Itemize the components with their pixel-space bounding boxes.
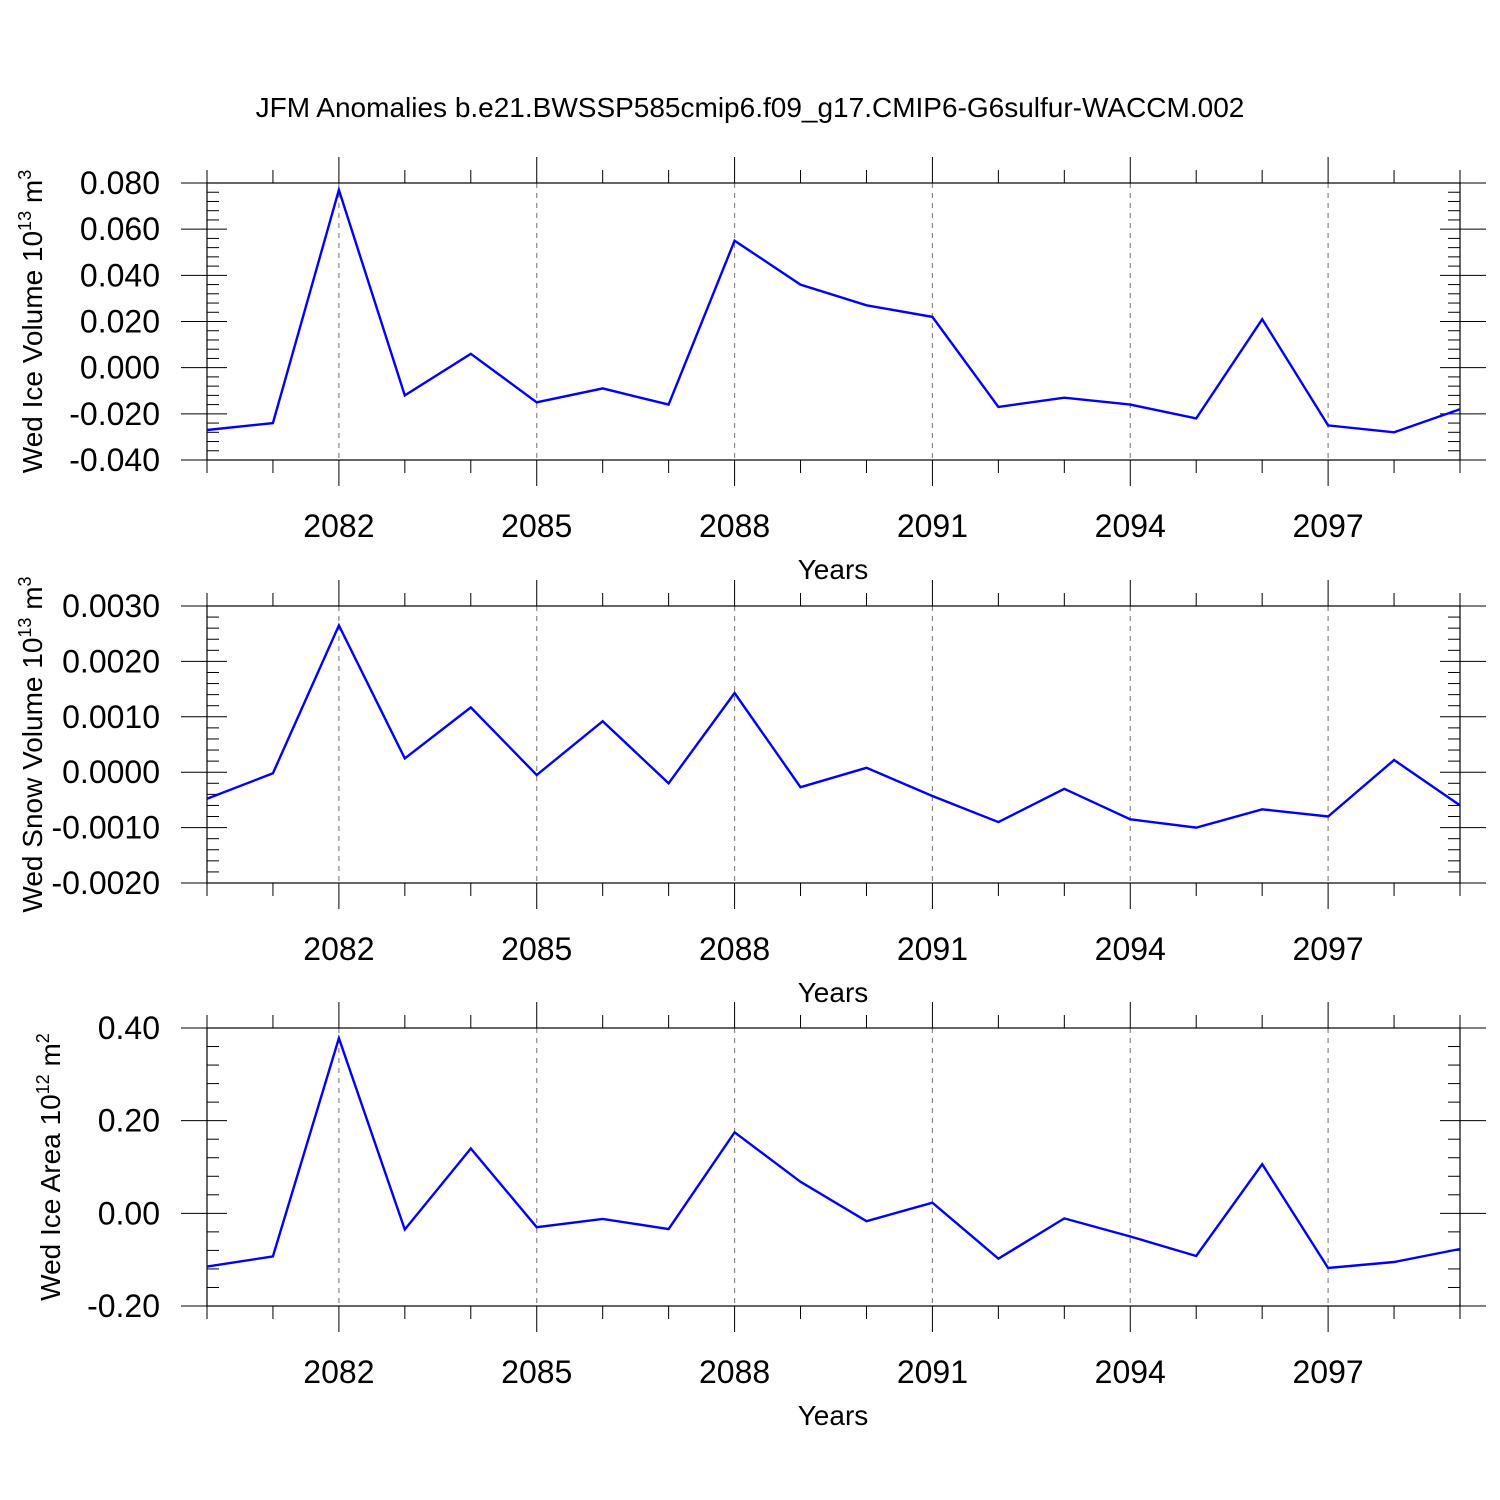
x-axis-title: Years <box>798 977 869 1008</box>
y-tick-label: 0.020 <box>80 304 160 340</box>
y-tick-label: 0.000 <box>80 350 160 386</box>
figure-title: JFM Anomalies b.e21.BWSSP585cmip6.f09_g1… <box>255 92 1245 123</box>
x-tick-label: 2082 <box>303 508 374 544</box>
x-tick-label: 2085 <box>501 931 572 967</box>
x-tick-label: 2091 <box>897 508 968 544</box>
series-line-1 <box>206 1034 1461 1270</box>
y-tick-label: -0.040 <box>69 442 160 478</box>
x-tick-label: 2097 <box>1293 1354 1364 1390</box>
y-axis-title: Wed Ice Volume 1013 m3 <box>15 170 48 473</box>
x-tick-label: 2088 <box>699 931 770 967</box>
y-tick-label: 0.0000 <box>62 754 160 790</box>
x-axis-title: Years <box>798 554 869 585</box>
x-tick-label: 2088 <box>699 508 770 544</box>
x-tick-label: 2085 <box>501 1354 572 1390</box>
x-tick-label: 2097 <box>1293 931 1364 967</box>
y-tick-label: 0.040 <box>80 257 160 293</box>
y-axis-title: Wed Ice Area 1012 m2 <box>33 1033 66 1301</box>
plot-frame <box>206 182 1461 461</box>
x-tick-label: 2094 <box>1095 931 1166 967</box>
x-tick-label: 2082 <box>303 931 374 967</box>
y-tick-label: -0.020 <box>69 396 160 432</box>
y-tick-label: 0.20 <box>98 1103 160 1139</box>
y-tick-label: -0.0010 <box>51 810 160 846</box>
chart-panel-3: 0.40 0.20 0.00 -0.20 2082 2085 2088 2091 2094 209… <box>33 1002 1486 1431</box>
x-tick-label: 2085 <box>501 508 572 544</box>
y-tick-label: 0.40 <box>98 1010 160 1046</box>
series-line-1 <box>206 622 1461 829</box>
y-tick-label: 0.00 <box>98 1195 160 1231</box>
x-tick-label: 2082 <box>303 1354 374 1390</box>
plot-frame <box>206 605 1461 884</box>
y-axis-title: Wed Snow Volume 1013 m3 <box>15 576 48 912</box>
x-tick-label: 2091 <box>897 931 968 967</box>
x-tick-label: 2091 <box>897 1354 968 1390</box>
y-tick-label: 0.060 <box>80 211 160 247</box>
x-tick-label: 2097 <box>1293 508 1364 544</box>
chart-panel-1: 0.080 0.060 0.040 0.020 0.000 -0.020 -0.040 208… <box>15 157 1486 585</box>
x-tick-label: 2094 <box>1095 508 1166 544</box>
y-tick-label: -0.20 <box>87 1288 160 1324</box>
series-line-1 <box>206 185 1461 434</box>
y-tick-label: 0.080 <box>80 165 160 201</box>
y-tick-label: 0.0030 <box>62 588 160 624</box>
y-tick-label: 0.0020 <box>62 643 160 679</box>
x-tick-label: 2088 <box>699 1354 770 1390</box>
y-tick-label: -0.0020 <box>51 865 160 901</box>
x-axis-title: Years <box>798 1400 869 1431</box>
plot-frame <box>206 1027 1461 1307</box>
y-tick-label: 0.0010 <box>62 699 160 735</box>
chart-panel-2: 0.0030 0.0020 0.0010 0.0000 -0.0010 -0.0020 20… <box>15 576 1486 1008</box>
x-tick-label: 2094 <box>1095 1354 1166 1390</box>
